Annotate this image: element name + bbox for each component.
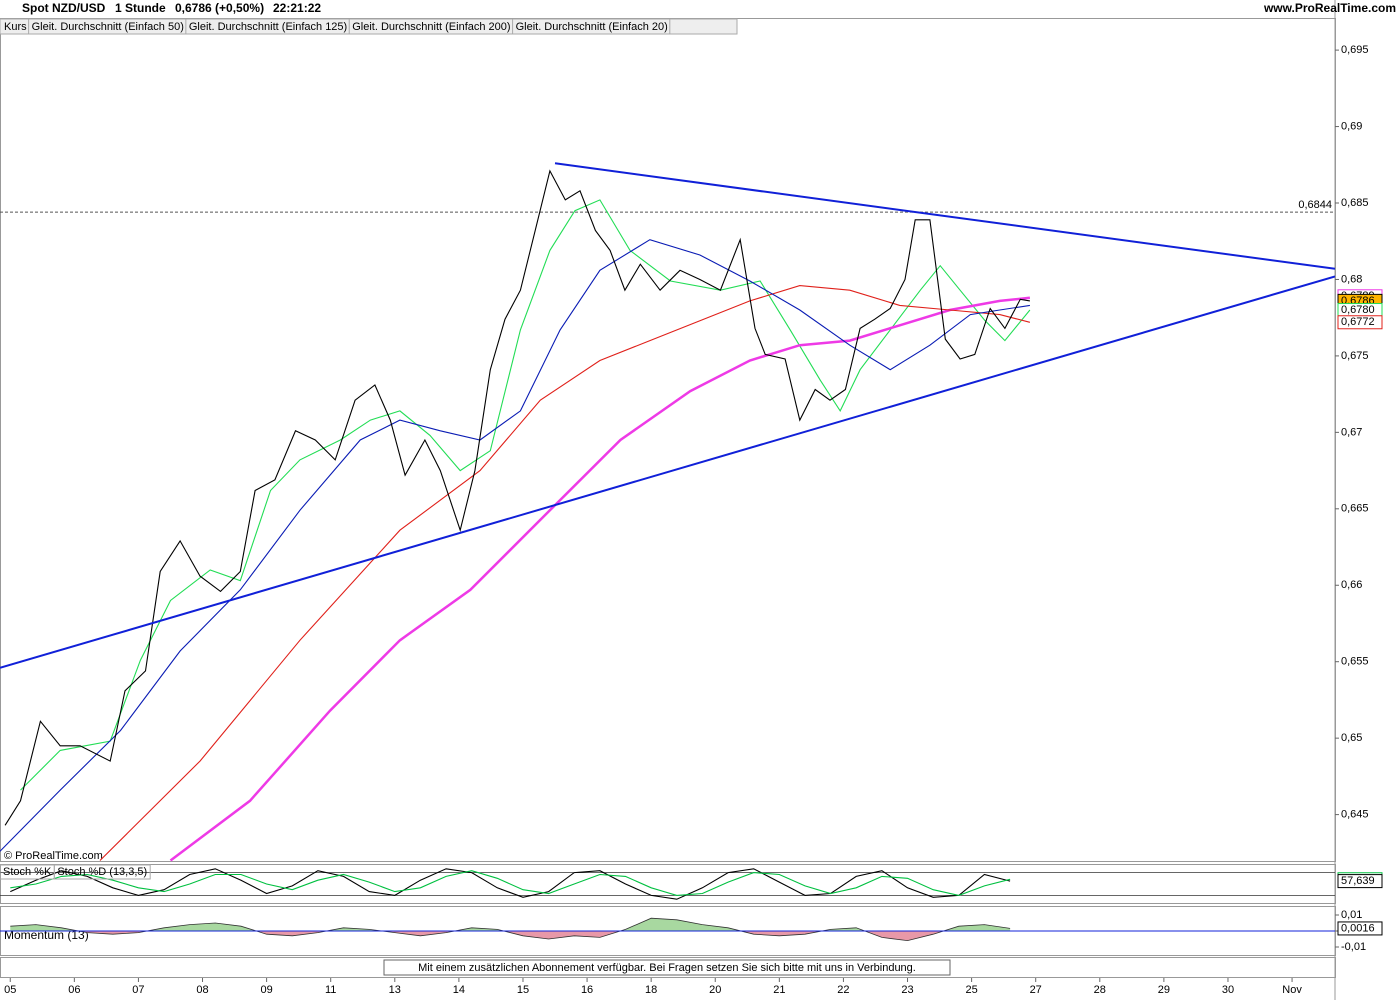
x-tick-label: 05 [4, 984, 16, 996]
x-tick-label: 14 [453, 984, 465, 996]
y-tick-label: -0,01 [1341, 941, 1366, 953]
momentum-positive [10, 918, 1011, 931]
x-tick-label: 30 [1222, 984, 1234, 996]
y-tick-label: 0,685 [1341, 197, 1369, 209]
legend-box [53, 864, 151, 880]
price-tag-label: 0,6780 [1341, 304, 1375, 316]
legend-item: Kurs [4, 21, 27, 33]
legend-item: Stoch %D (13,3,5) [57, 866, 147, 878]
x-tick-label: 29 [1158, 984, 1170, 996]
x-tick-label: 16 [581, 984, 593, 996]
plot-area [0, 162, 1335, 862]
y-tick-label: 0,655 [1341, 656, 1369, 668]
legend-item: Stoch %K [3, 866, 52, 878]
price-tag [1337, 315, 1383, 330]
moving-average [0, 239, 1030, 852]
price-tag-label: 57,639 [1341, 875, 1375, 887]
y-tick-label: 0,645 [1341, 809, 1369, 821]
x-tick-label: 06 [68, 984, 80, 996]
y-tick-label: 0,66 [1341, 579, 1362, 591]
price-tag [1337, 874, 1383, 889]
timeframe: 1 Stunde [115, 1, 166, 15]
legend-bg [0, 18, 738, 35]
legend-item: Gleit. Durchschnitt (Einfach 125) [189, 21, 347, 33]
y-tick-label: 0,665 [1341, 503, 1369, 515]
x-tick-label: 27 [1030, 984, 1042, 996]
clock: 22:21:22 [273, 1, 321, 15]
momentum-line [10, 917, 1011, 942]
momentum-label: Momentum (13) [4, 928, 89, 942]
legend-item: Gleit. Durchschnitt (Einfach 20) [516, 21, 668, 33]
momentum-negative [10, 931, 1011, 941]
moving-average [20, 199, 1031, 791]
notice-box [383, 959, 951, 976]
stoch-line [10, 868, 1011, 900]
x-tick-label: 08 [196, 984, 208, 996]
x-tick-label: 21 [773, 984, 785, 996]
price-tag-label: 0,0016 [1341, 922, 1375, 934]
stoch-line [10, 870, 1011, 896]
moving-average [169, 296, 1031, 862]
x-tick-label: 07 [132, 984, 144, 996]
reference-label: 0,6844 [1298, 199, 1332, 211]
legend-item: Gleit. Durchschnitt (Einfach 50) [32, 21, 184, 33]
notice: Mit einem zusätzlichen Abonnement verfüg… [418, 962, 916, 974]
legend-item: Gleit. Durchschnitt (Einfach 200) [352, 21, 510, 33]
x-tick-label: 23 [901, 984, 913, 996]
instrument: Spot NZD/USD [22, 1, 106, 15]
y-tick-label: 0,01 [1341, 909, 1362, 921]
x-tick-label: 15 [517, 984, 529, 996]
y-tick-label: 0,68 [1341, 273, 1362, 285]
x-tick-label: 22 [837, 984, 849, 996]
trendline [0, 275, 1335, 669]
x-tick-label: 25 [965, 984, 977, 996]
watermark: © ProRealTime.com [4, 850, 103, 862]
x-tick-label: 09 [260, 984, 272, 996]
price-tag [1337, 921, 1383, 936]
y-tick-label: 0,65 [1341, 732, 1362, 744]
source: www.ProRealTime.com [1263, 1, 1396, 15]
trendline [554, 162, 1335, 270]
x-tick-label: 18 [645, 984, 657, 996]
x-tick-label: Nov [1282, 984, 1302, 996]
y-tick-label: 0,675 [1341, 350, 1369, 362]
x-tick-label: 28 [1094, 984, 1106, 996]
price-tag-label: 0,6772 [1341, 316, 1375, 328]
last-price: 0,6786 (+0,50%) [175, 1, 264, 15]
y-tick-label: 0,695 [1341, 44, 1369, 56]
x-tick-label: 11 [325, 984, 336, 996]
price-line [4, 169, 1030, 826]
x-tick-label: 13 [389, 984, 401, 996]
y-tick-label: 0,67 [1341, 426, 1362, 438]
y-tick-label: 0,69 [1341, 120, 1362, 132]
x-tick-label: 20 [709, 984, 721, 996]
moving-average [99, 285, 1031, 861]
